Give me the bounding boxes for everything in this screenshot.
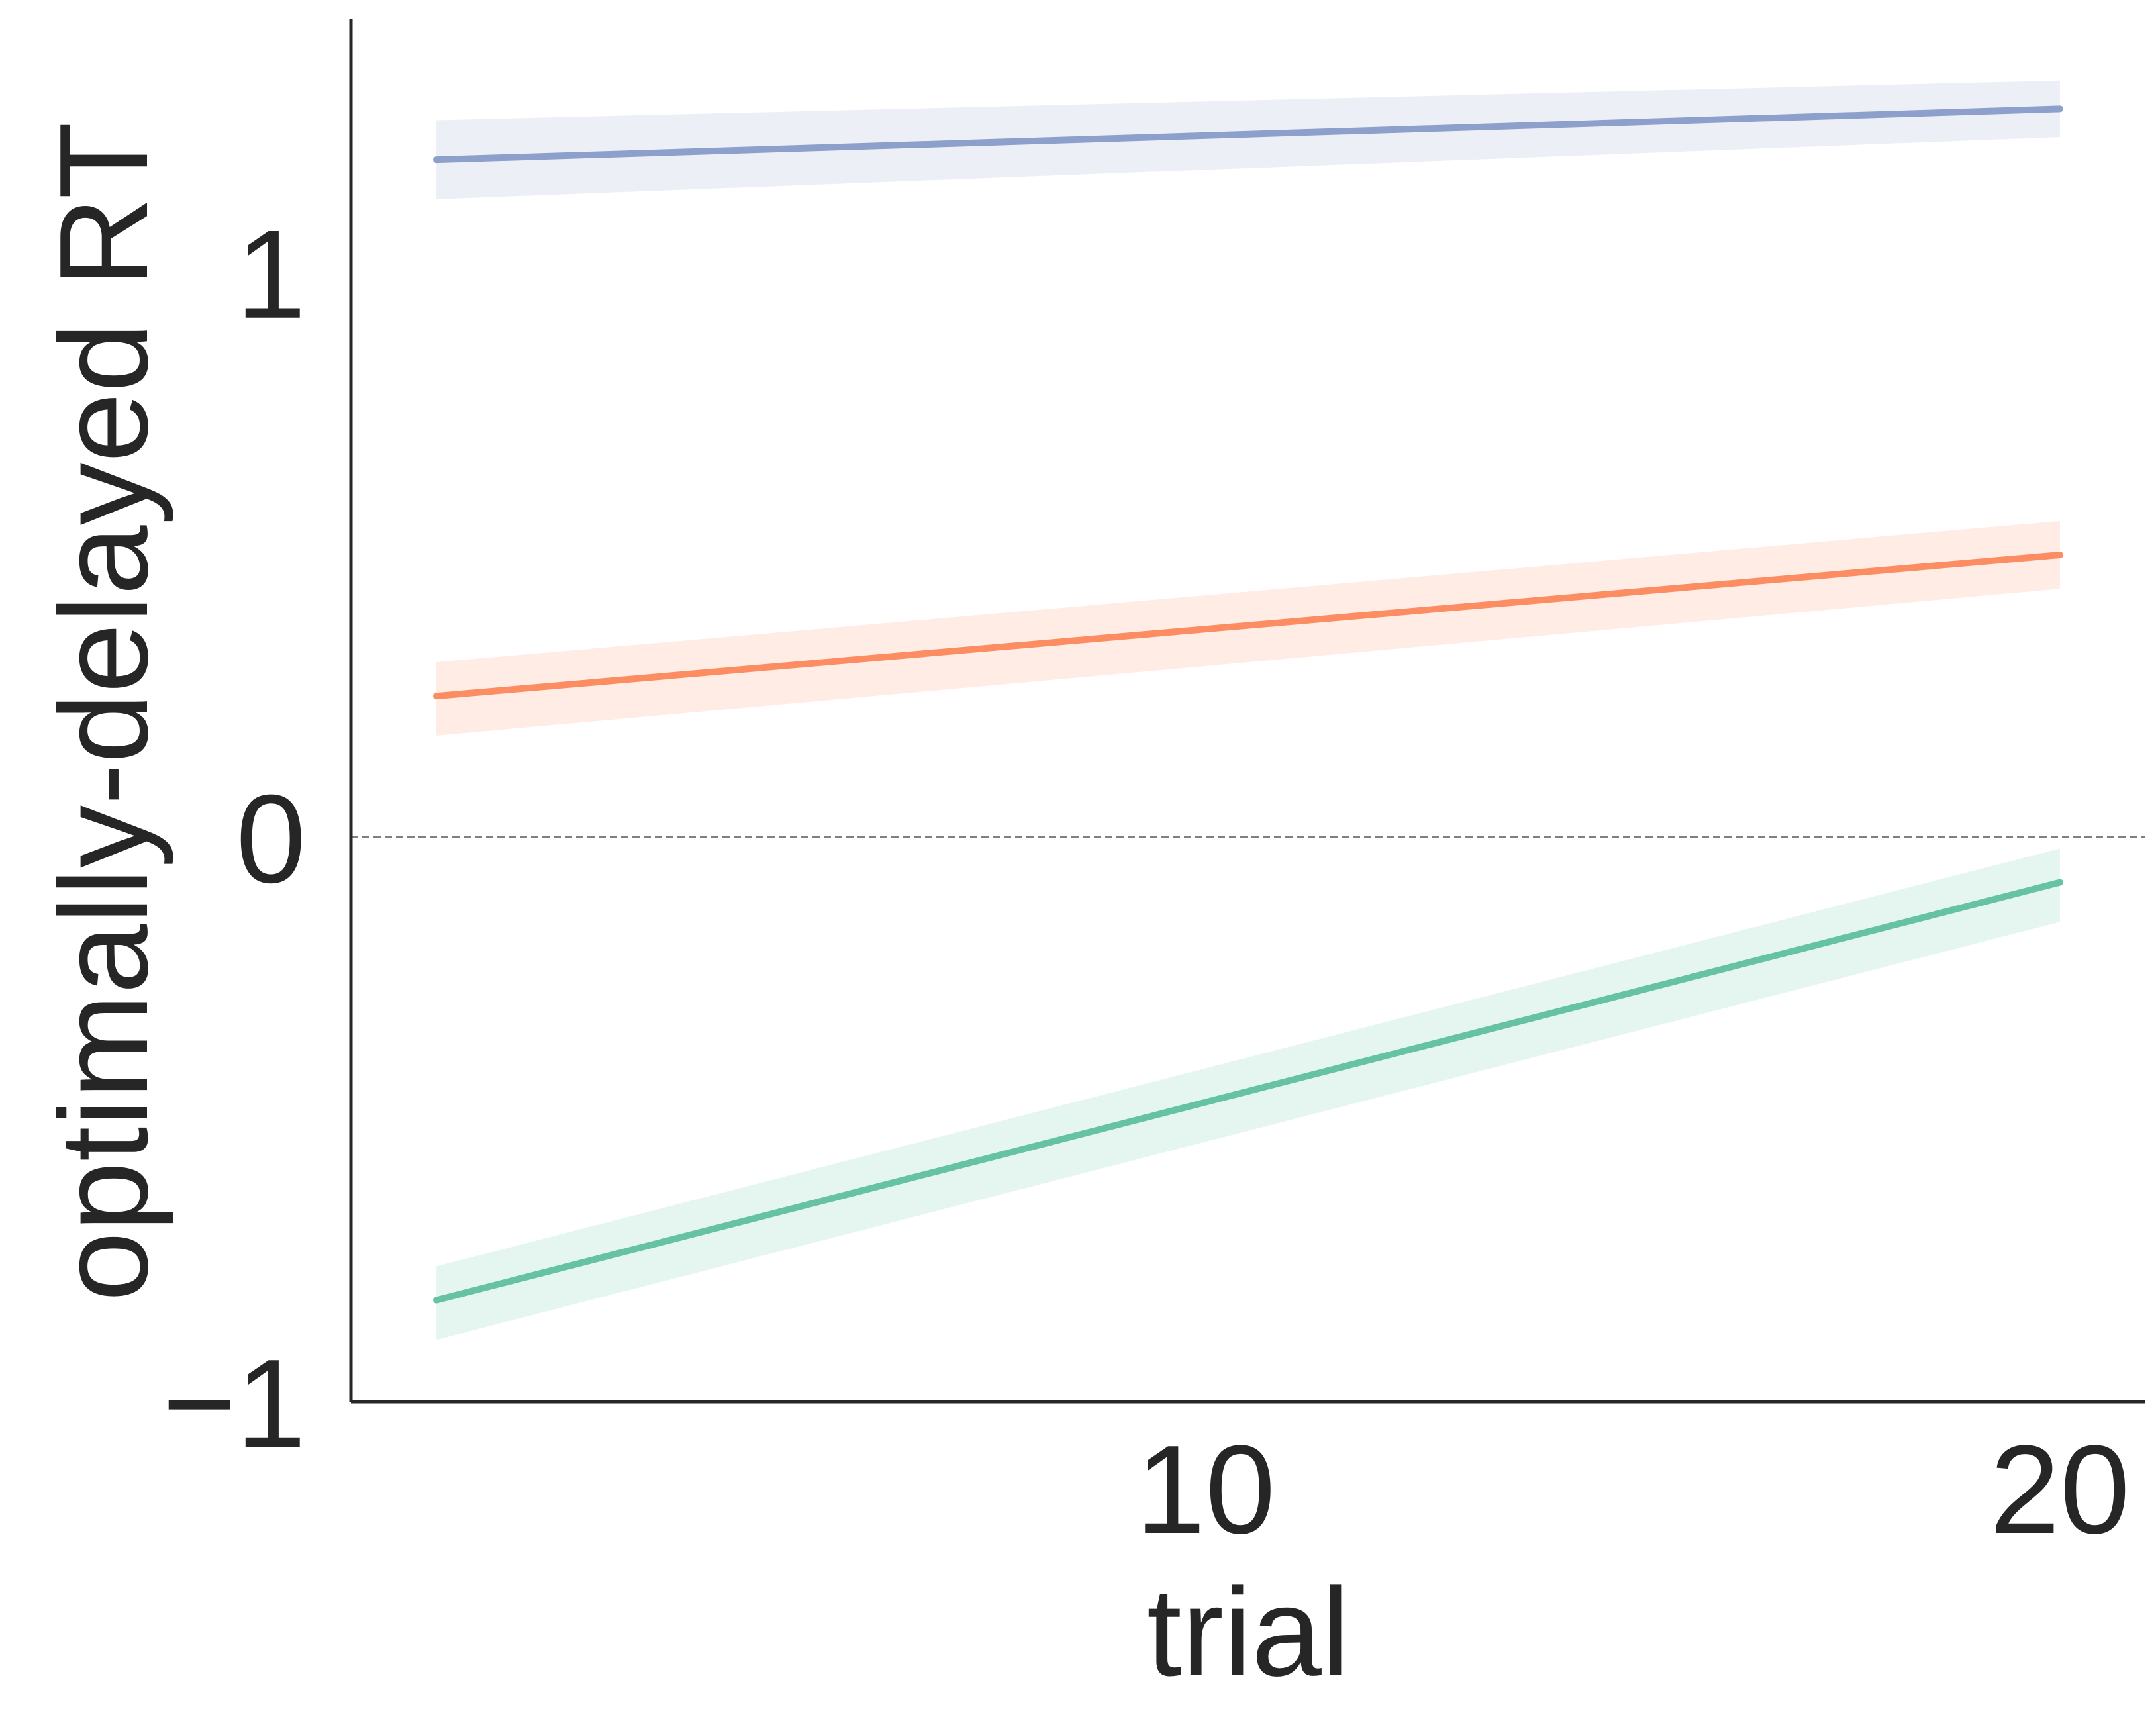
series-0-line [433,105,2063,164]
x-tick-labels: 10 20 [1136,1420,2130,1560]
series-0-ci-band [436,80,2060,199]
series-2-line [433,879,2063,1304]
y-tick-label: 0 [236,769,306,909]
confidence-bands [436,80,2060,1340]
y-tick-labels: −1 0 1 [162,205,306,1474]
y-tick-label: 1 [236,205,306,345]
series-lines [433,105,2063,1304]
x-tick-label: 10 [1136,1420,1275,1560]
x-axis-label: trial [1147,1562,1349,1702]
series-1-line [433,552,2063,700]
y-tick-label: −1 [162,1334,306,1474]
y-axis-label: optimally-delayed RT [34,122,174,1301]
x-tick-label: 20 [1990,1420,2130,1560]
